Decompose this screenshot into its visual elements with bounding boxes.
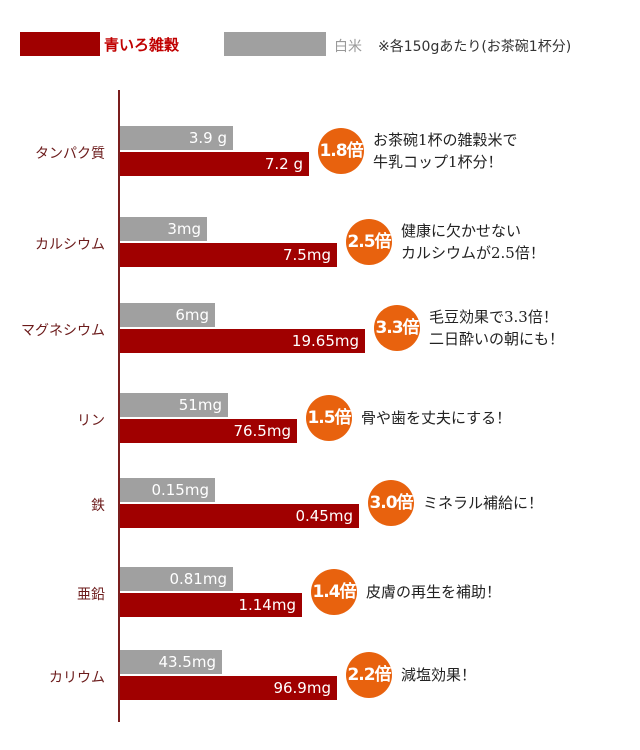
comment-text: 毛豆効果で3.3倍！ 二日酔いの朝にも！ xyxy=(429,308,565,348)
comment-text: 減塩効果！ xyxy=(401,666,477,684)
bar-zakkoku: 0.45mg xyxy=(120,504,359,528)
legend-label-zakkoku: 青いろ雑穀 xyxy=(104,36,180,54)
ratio-badge: 3.0倍 xyxy=(368,480,414,526)
category-label: リン xyxy=(77,413,105,429)
bar-zakkoku: 96.9mg xyxy=(120,676,337,700)
comment-text: ミネラル補給に！ xyxy=(423,494,544,512)
category-label: タンパク質 xyxy=(35,146,105,162)
bar-white-rice: 6mg xyxy=(120,303,215,327)
legend-label-white-rice: 白米 xyxy=(334,39,362,55)
comment-text: 皮膚の再生を補助！ xyxy=(366,583,502,601)
category-label: カルシウム xyxy=(35,237,105,253)
ratio-badge: 1.4倍 xyxy=(311,569,357,615)
ratio-badge: 1.8倍 xyxy=(318,128,364,174)
bar-white-rice: 0.81mg xyxy=(120,567,233,591)
ratio-badge: 2.2倍 xyxy=(346,652,392,698)
comment-text: 健康に欠かせない カルシウムが2.5倍！ xyxy=(401,222,545,262)
bar-white-rice: 0.15mg xyxy=(120,478,215,502)
bar-zakkoku: 7.5mg xyxy=(120,243,337,267)
comment-text: お茶碗1杯の雑穀米で 牛乳コップ1杯分！ xyxy=(373,131,518,171)
legend-swatch-white-rice xyxy=(224,32,326,56)
bar-white-rice: 51mg xyxy=(120,393,228,417)
legend-swatch-zakkoku xyxy=(20,32,100,56)
bar-white-rice: 43.5mg xyxy=(120,650,222,674)
bar-zakkoku: 19.65mg xyxy=(120,329,365,353)
category-label: 亜鉛 xyxy=(77,587,105,603)
bar-zakkoku: 7.2 g xyxy=(120,152,309,176)
ratio-badge: 1.5倍 xyxy=(306,395,352,441)
y-axis-line xyxy=(118,90,120,722)
comment-text: 骨や歯を丈夫にする！ xyxy=(361,409,512,427)
bar-zakkoku: 76.5mg xyxy=(120,419,297,443)
legend-note: ※各150gあたり(お茶碗1杯分) xyxy=(378,39,572,55)
category-label: マグネシウム xyxy=(21,323,105,339)
category-label: カリウム xyxy=(49,670,105,686)
ratio-badge: 2.5倍 xyxy=(346,219,392,265)
bar-white-rice: 3.9 g xyxy=(120,126,233,150)
category-label: 鉄 xyxy=(91,498,105,514)
bar-zakkoku: 1.14mg xyxy=(120,593,302,617)
bar-white-rice: 3mg xyxy=(120,217,207,241)
ratio-badge: 3.3倍 xyxy=(374,305,420,351)
